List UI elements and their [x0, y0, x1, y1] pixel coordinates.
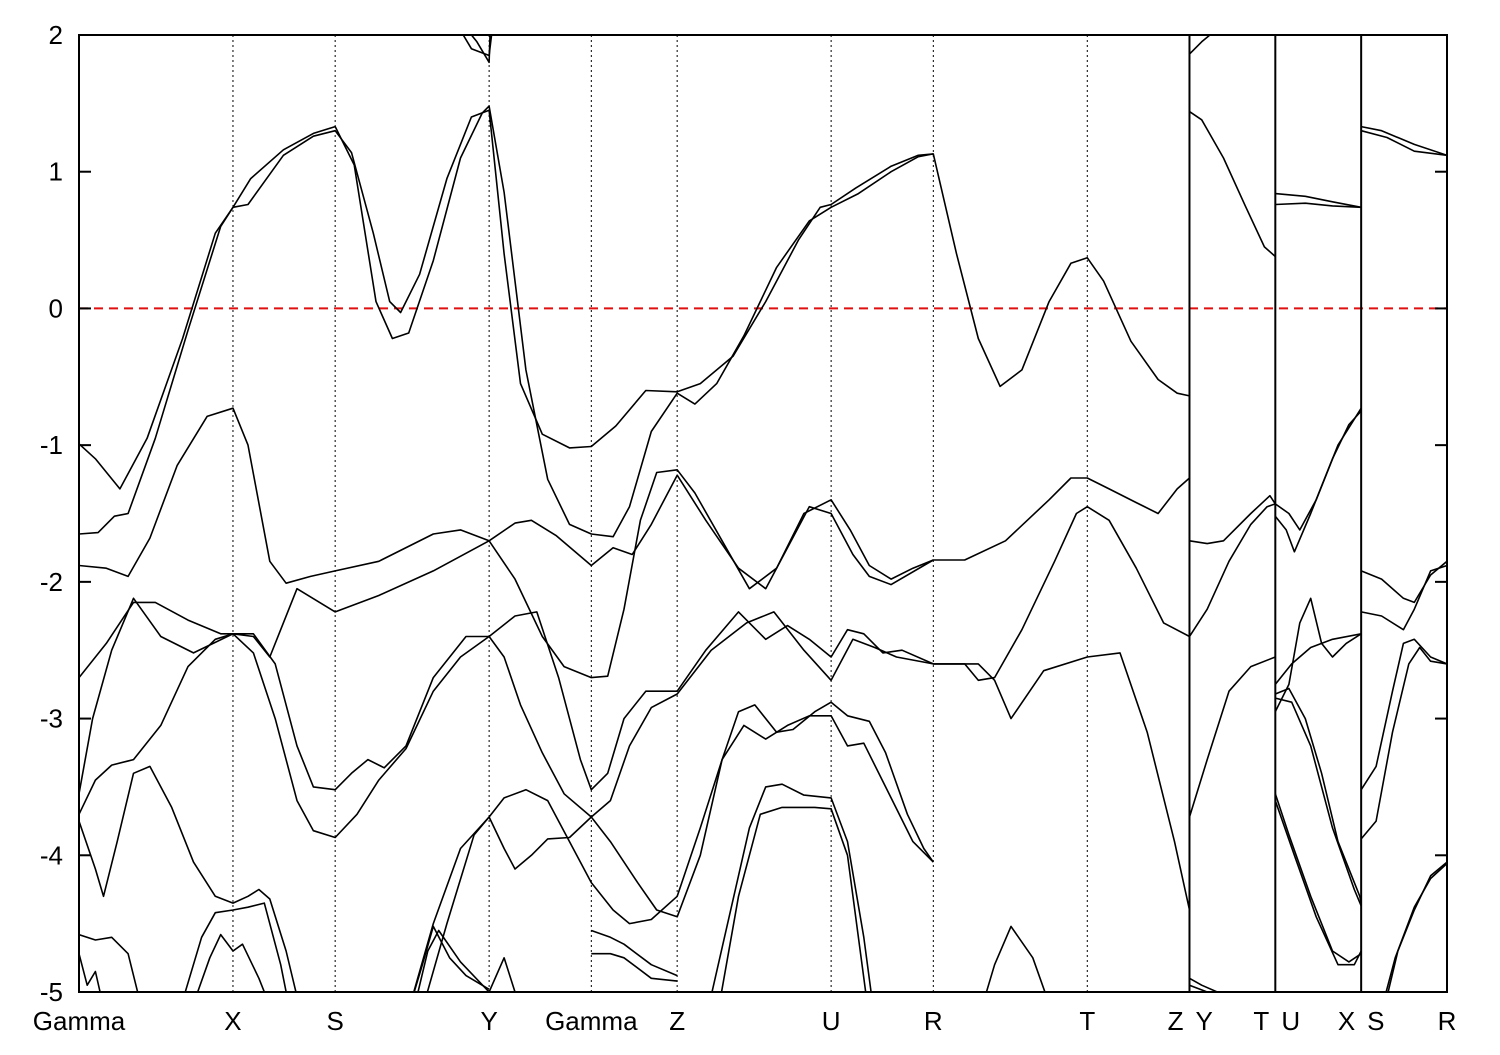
- band-line-22: [1275, 687, 1362, 904]
- band-line-18: [1275, 202, 1362, 209]
- band-line-33: [1385, 862, 1447, 992]
- plot-frame: [78, 34, 1448, 993]
- kpoint-label: U: [1281, 1006, 1300, 1036]
- band-line-14: [1189, 110, 1276, 258]
- band-line-36: [184, 902, 287, 992]
- y-tick-label: 0: [49, 293, 63, 323]
- band-line-46: [1189, 984, 1211, 992]
- kpoint-label: Gamma: [33, 1006, 126, 1036]
- band-line-2: [79, 407, 1191, 679]
- y-tick-label: -1: [40, 430, 63, 460]
- band-line-29: [1361, 564, 1447, 631]
- band-line-16: [1274, 410, 1362, 553]
- kpoint-label: R: [924, 1006, 943, 1036]
- band-line-26: [1361, 125, 1447, 157]
- x-axis-kpoint-labels: Gamma X S Y Gamma Z U R T Z Y T U X S R: [33, 1006, 1457, 1036]
- band-lines: [79, 35, 1447, 992]
- band-line-32: [1387, 861, 1447, 992]
- kpoint-label: Y: [480, 1006, 497, 1036]
- kpoint-label: Y: [1195, 1006, 1212, 1036]
- kpoint-label: T: [1079, 1006, 1095, 1036]
- band-line-7: [412, 701, 934, 992]
- band-line-17: [1274, 407, 1362, 531]
- kpoint-label: R: [1438, 1006, 1457, 1036]
- band-line-27: [1360, 129, 1447, 157]
- band-line-45: [1189, 977, 1220, 992]
- band-line-37: [196, 933, 266, 992]
- band-line-0: [79, 109, 1190, 490]
- band-line-23: [1275, 697, 1362, 907]
- kpoint-label: S: [1367, 1006, 1384, 1036]
- band-line-30: [1360, 638, 1447, 791]
- band-line-13: [1188, 656, 1276, 818]
- kpoint-label: Z: [1168, 1006, 1184, 1036]
- band-line-10: [720, 806, 867, 992]
- band-line-8: [426, 714, 934, 992]
- band-line-41: [591, 952, 678, 982]
- kpoint-label: Gamma: [545, 1006, 638, 1036]
- band-line-34: [79, 933, 139, 992]
- band-line-20: [1274, 597, 1362, 713]
- kpoint-label: X: [224, 1006, 241, 1036]
- band-line-35: [79, 953, 101, 992]
- band-line-42: [985, 925, 1046, 992]
- band-line-39: [417, 929, 516, 992]
- band-line-25: [1274, 800, 1362, 966]
- band-line-1: [79, 105, 934, 538]
- band-line-40: [591, 929, 678, 977]
- y-tick-label: -3: [40, 704, 63, 734]
- y-tick-label: 1: [49, 157, 63, 187]
- band-line-28: [1360, 560, 1447, 604]
- kpoint-label: S: [326, 1006, 343, 1036]
- band-line-43: [462, 35, 493, 57]
- band-line-11: [1189, 494, 1276, 545]
- band-line-15: [1188, 35, 1212, 55]
- band-line-21: [1274, 633, 1362, 685]
- band-line-44: [470, 35, 491, 64]
- band-line-12: [1188, 503, 1276, 637]
- band-line-19: [1275, 192, 1362, 209]
- band-line-9: [711, 783, 872, 992]
- kpoint-label: U: [822, 1006, 841, 1036]
- band-line-3: [79, 474, 934, 679]
- band-line-31: [1360, 646, 1447, 840]
- y-axis-ticks: 2 1 0 -1 -2 -3 -4 -5: [40, 20, 1447, 1007]
- y-tick-label: -2: [40, 567, 63, 597]
- y-tick-label: -4: [40, 840, 63, 870]
- kpoint-label: T: [1253, 1006, 1269, 1036]
- y-tick-label: -5: [40, 977, 63, 1007]
- kpoint-label: X: [1338, 1006, 1355, 1036]
- y-tick-label: 2: [49, 20, 63, 50]
- vertical-grid-lines: [232, 35, 1362, 992]
- band-line-24: [1274, 793, 1362, 963]
- band-line-6: [79, 765, 297, 992]
- band-line-38: [413, 925, 490, 992]
- kpoint-label: Z: [669, 1006, 685, 1036]
- segment-break-lines: [1188, 35, 1363, 992]
- band-line-5: [79, 611, 1191, 911]
